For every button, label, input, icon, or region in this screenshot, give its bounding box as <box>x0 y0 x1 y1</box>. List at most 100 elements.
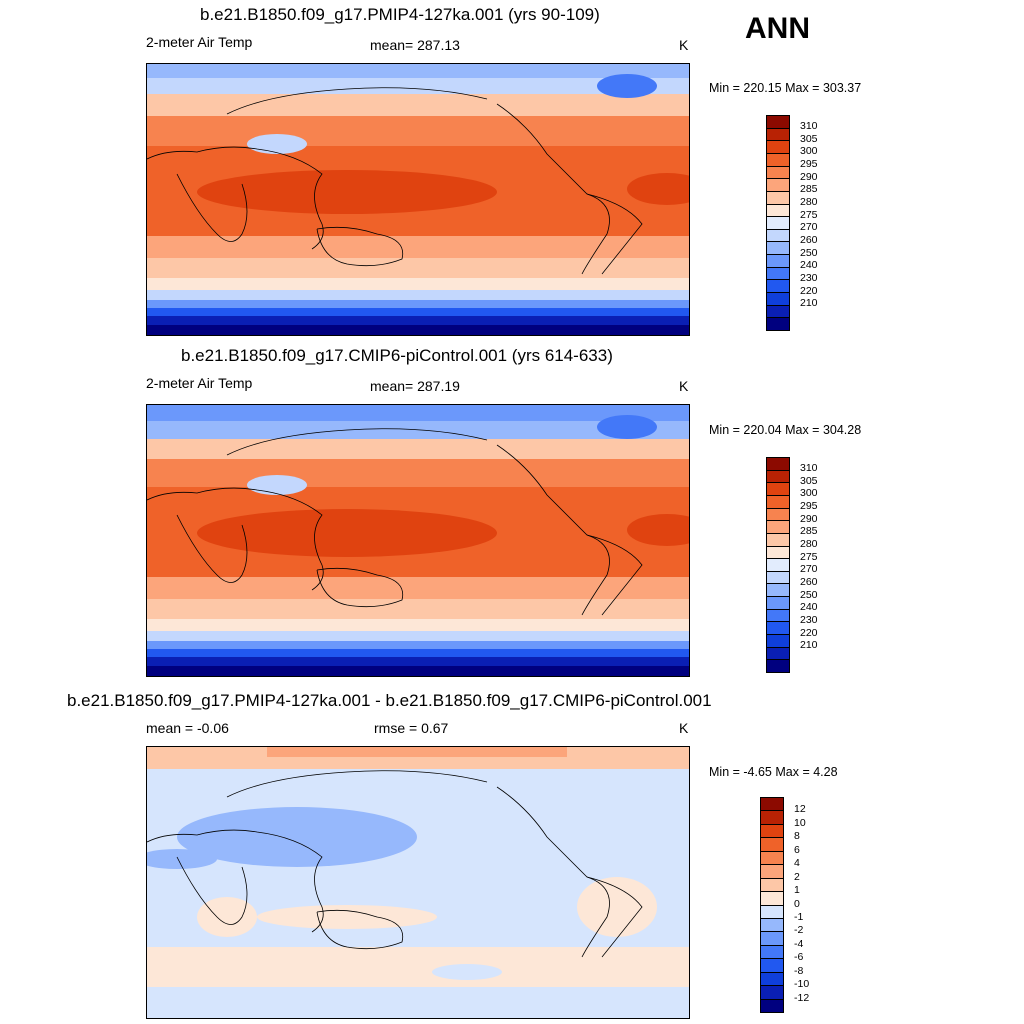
panel1-map-svg <box>147 64 689 335</box>
panel1-colorbar-cell <box>766 140 790 154</box>
panel2-colorbar-cell <box>766 558 790 572</box>
panel1-colorbar-label: 220 <box>800 284 818 297</box>
panel1-colorbar-cell <box>766 254 790 268</box>
panel3-rmse-label: rmse = 0.67 <box>374 720 449 736</box>
panel1-colorbar-label: 290 <box>800 170 818 183</box>
panel1-map <box>146 63 690 336</box>
panel3-colorbar-cell <box>760 944 784 960</box>
panel1-mean-label: mean= 287.13 <box>370 37 460 53</box>
panel2-variable-label: 2-meter Air Temp <box>146 375 253 391</box>
panel2-colorbar-label: 270 <box>800 563 818 576</box>
panel1-colorbar-label: 230 <box>800 271 818 284</box>
panel3-colorbar-label: -8 <box>794 964 804 977</box>
panel1-colorbar-label: 270 <box>800 221 818 234</box>
panel1-colorbar-label: 280 <box>800 196 818 209</box>
panel3-colorbar-label: 4 <box>794 857 800 870</box>
panel1-variable-label: 2-meter Air Temp <box>146 34 253 50</box>
panel3-colorbar: 12 10 8 6 4 2 1 0 -1 -2 -4 -6 -8 -10 -12 <box>760 797 840 1013</box>
panel3-colorbar-cell <box>760 891 784 906</box>
panel3-colorbar-cell <box>760 904 784 919</box>
panel1-colorbar-label: 305 <box>800 132 818 145</box>
panel1-colorbar-cell <box>766 266 790 281</box>
panel2-colorbar-label: 295 <box>800 500 818 513</box>
panel2-colorbar-cell <box>766 469 790 484</box>
panel3-units: K <box>679 720 689 736</box>
panel1-title: b.e21.B1850.f09_g17.PMIP4-127ka.001 (yrs… <box>200 5 600 24</box>
panel2-colorbar-cell <box>766 457 790 471</box>
panel2-map <box>146 404 690 677</box>
panel2-colorbar-label: 210 <box>800 639 818 652</box>
panel2-colorbar-label: 275 <box>800 550 818 563</box>
panel1-colorbar-label: 275 <box>800 208 818 221</box>
panel3-colorbar-cell <box>760 917 784 933</box>
panel2-minmax: Min = 220.04 Max = 304.28 <box>709 423 862 437</box>
panel1-colorbar-cell <box>766 317 790 331</box>
panel3-colorbar-cell <box>760 864 784 879</box>
panel1-colorbar-cell <box>766 279 790 294</box>
panel1-colorbar-cell <box>766 216 790 230</box>
panel3-colorbar-label: -10 <box>794 978 810 991</box>
panel2-colorbar: 310 305 300 295 290 285 280 275 270 260 250 240 230 2… <box>766 457 846 673</box>
panel1-colorbar-label: 300 <box>800 145 818 158</box>
panel3-minmax: Min = -4.65 Max = 4.28 <box>709 765 838 779</box>
panel2-colorbar-label: 290 <box>800 512 818 525</box>
panel1-minmax: Min = 220.15 Max = 303.37 <box>709 81 862 95</box>
panel3-colorbar-label: 8 <box>794 830 800 843</box>
panel2-colorbar-cell <box>766 621 790 636</box>
panel3-colorbar-cell <box>760 810 784 825</box>
panel1-units: K <box>679 37 689 53</box>
panel1-colorbar-cell <box>766 178 790 192</box>
panel1-colorbar-cell <box>766 203 790 218</box>
panel2-colorbar-cell <box>766 520 790 534</box>
panel1-colorbar-cell <box>766 115 790 129</box>
panel2-colorbar-cell <box>766 570 790 585</box>
panel1-colorbar-cell <box>766 152 790 167</box>
panel2-colorbar-cell <box>766 634 790 648</box>
panel2-colorbar-label: 230 <box>800 613 818 626</box>
panel2-colorbar-cell <box>766 482 790 496</box>
panel2-colorbar-label: 310 <box>800 462 818 475</box>
panel2-colorbar-label: 300 <box>800 487 818 500</box>
panel1-colorbar-label: 250 <box>800 246 818 259</box>
panel1-colorbar-label: 295 <box>800 158 818 171</box>
panel1-colorbar-cell <box>766 165 790 180</box>
panel3-colorbar-cell <box>760 958 784 973</box>
panel3-colorbar-label: 12 <box>794 803 806 816</box>
panel2-colorbar-cell <box>766 532 790 547</box>
panel1-colorbar-label: 260 <box>800 233 818 246</box>
panel3-colorbar-label: 1 <box>794 884 800 897</box>
panel3-colorbar-cell <box>760 931 784 946</box>
panel3-colorbar-cell <box>760 985 784 1000</box>
panel3-colorbar-cell <box>760 971 784 987</box>
panel1-colorbar-cell <box>766 127 790 142</box>
panel2-colorbar-cell <box>766 494 790 509</box>
panel3-colorbar-cell <box>760 877 784 893</box>
panel3-colorbar-cell <box>760 823 784 839</box>
panel2-colorbar-cell <box>766 646 790 661</box>
panel3-title: b.e21.B1850.f09_g17.PMIP4-127ka.001 - b.… <box>67 691 712 710</box>
panel3-map <box>146 746 690 1019</box>
panel3-map-svg <box>147 747 689 1018</box>
panel3-colorbar-cell <box>760 837 784 852</box>
panel2-mean-label: mean= 287.19 <box>370 378 460 394</box>
panel3-colorbar-label: -4 <box>794 937 804 950</box>
panel1-colorbar-label: 210 <box>800 297 818 310</box>
panel2-colorbar-cell <box>766 507 790 522</box>
panel1-colorbar-cell <box>766 190 790 205</box>
panel2-colorbar-label: 250 <box>800 588 818 601</box>
panel2-colorbar-cell <box>766 545 790 560</box>
panel2-colorbar-label: 220 <box>800 626 818 639</box>
panel2-units: K <box>679 378 689 394</box>
panel1-colorbar-cell <box>766 241 790 256</box>
panel2-colorbar-cell <box>766 659 790 673</box>
panel2-colorbar-label: 280 <box>800 538 818 551</box>
panel3-colorbar-label: -1 <box>794 910 804 923</box>
panel3-colorbar-cell <box>760 850 784 866</box>
panel1-colorbar-label: 240 <box>800 259 818 272</box>
panel3-colorbar-label: 6 <box>794 843 800 856</box>
panel3-mean-label: mean = -0.06 <box>146 720 229 736</box>
panel1-colorbar: 310 305 300 295 290 285 280 275 270 260 250 240 230 2… <box>766 115 846 331</box>
panel1-colorbar-label: 285 <box>800 183 818 196</box>
panel3-colorbar-cell <box>760 797 784 812</box>
panel1-colorbar-cell <box>766 292 790 306</box>
